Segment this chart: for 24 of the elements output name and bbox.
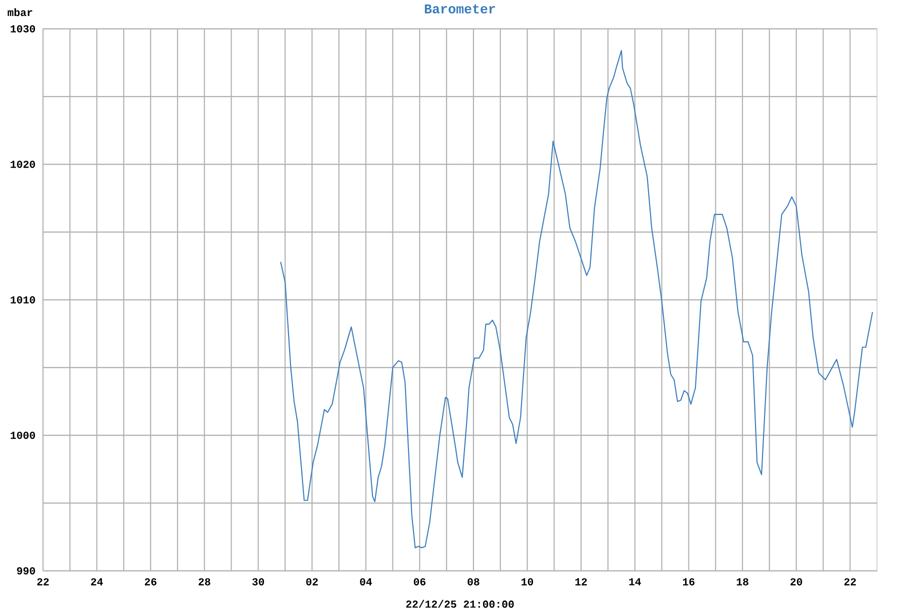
y-tick-label: 1000: [10, 432, 36, 439]
x-tick-label: 26: [144, 578, 156, 586]
y-tick-label: 1030: [10, 25, 36, 32]
x-tick-label: 28: [198, 578, 210, 586]
x-tick-label: 04: [360, 578, 372, 586]
x-tick-label: 18: [736, 578, 748, 586]
x-tick-label: 08: [468, 578, 480, 586]
x-tick-label: 22: [37, 578, 49, 586]
x-tick-label: 30: [252, 578, 264, 586]
x-tick-label: 12: [575, 578, 587, 586]
x-tick-label: 20: [790, 578, 802, 586]
x-tick-label: 24: [91, 578, 103, 586]
y-tick-label: 990: [17, 567, 36, 574]
x-tick-label: 10: [522, 578, 534, 586]
y-tick-label: 1010: [10, 296, 36, 304]
x-tick-label: 16: [682, 578, 694, 586]
y-axis-title: mbar: [8, 8, 32, 16]
chart-title: Barometer: [424, 4, 496, 14]
x-tick-label: 02: [306, 578, 318, 586]
y-tick-label: 1020: [10, 160, 36, 168]
x-tick-label: 14: [629, 578, 641, 586]
x-axis-title: 22/12/25 21:00:00: [406, 600, 514, 608]
x-tick-label: 06: [414, 578, 426, 586]
x-tick-label: 22: [844, 578, 856, 586]
